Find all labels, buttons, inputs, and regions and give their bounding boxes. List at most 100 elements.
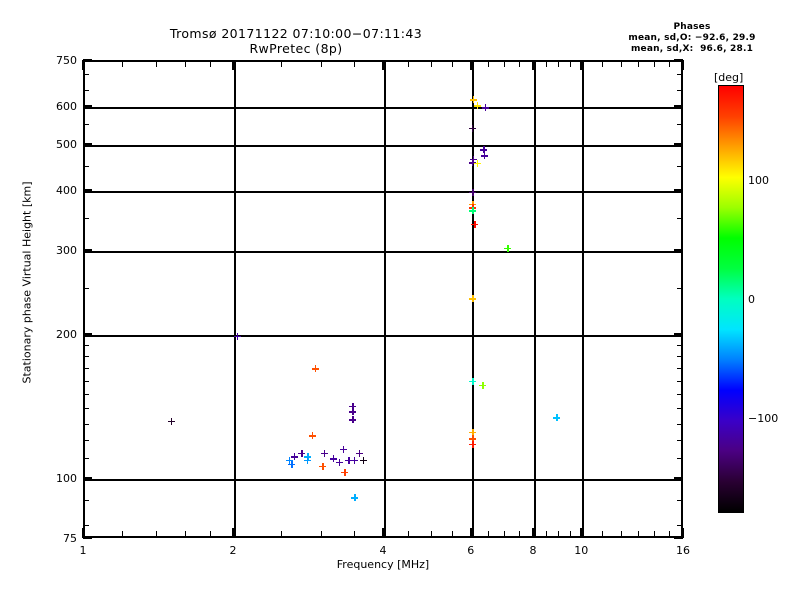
y-axis-tick-minor (83, 218, 89, 220)
data-point-marker (479, 381, 487, 389)
y-axis-tick-minor (83, 166, 89, 168)
y-axis-tick-minor-right (677, 345, 683, 347)
data-point-marker (308, 432, 316, 440)
x-axis-tick-minor (155, 531, 157, 538)
x-axis-tick-major-top (682, 60, 684, 70)
y-axis-tick-minor-right (677, 500, 683, 502)
x-axis-tick-major (580, 528, 583, 538)
gridline-vertical (534, 62, 536, 536)
x-axis-tick-minor-top (210, 60, 212, 67)
data-point-marker (355, 449, 363, 457)
y-axis-tick-minor (83, 124, 89, 126)
data-point-marker (304, 453, 312, 461)
y-axis-tick-minor (83, 345, 89, 347)
colorbar-gradient (718, 85, 744, 513)
y-axis-tick-minor-right (677, 380, 683, 382)
x-axis-tick-label: 2 (229, 544, 237, 557)
y-axis-tick-major-right (674, 105, 683, 108)
y-axis-tick-major-right (674, 333, 683, 336)
x-axis-tick-minor-top (320, 60, 322, 67)
y-axis-tick-minor (83, 89, 89, 91)
x-axis-tick-major (382, 528, 384, 538)
data-point-marker (288, 460, 296, 468)
y-axis-tick-minor-right (677, 408, 683, 410)
x-axis-tick-label: 4 (379, 544, 387, 557)
y-axis-tick-major-right (674, 189, 683, 192)
x-axis-tick-minor-top (519, 60, 521, 67)
x-axis-tick-minor (504, 531, 506, 538)
gridline-horizontal (85, 479, 681, 482)
data-point-marker (349, 402, 357, 410)
y-axis-tick-major (83, 105, 92, 108)
y-axis-tick-minor (83, 458, 89, 460)
x-axis-tick-major-top (532, 60, 534, 70)
y-axis-tick-minor (83, 380, 89, 382)
plot-canvas (85, 62, 681, 536)
y-axis-tick-label: 500 (56, 138, 77, 152)
data-point-marker (298, 449, 306, 457)
x-axis-tick-label: 8 (529, 544, 537, 557)
y-axis-tick-label: 75 (63, 532, 77, 545)
x-axis-tick-minor-top (546, 60, 548, 67)
y-axis-tick-major (83, 537, 92, 539)
colorbar-tick-label: −100 (748, 411, 779, 425)
data-point-marker (341, 468, 349, 476)
colorbar-tick-label: 100 (748, 174, 769, 188)
y-axis-tick-label: 300 (56, 244, 77, 258)
gridline-vertical (582, 62, 585, 536)
x-axis-tick-minor-top (654, 60, 656, 67)
x-axis-tick-minor (122, 531, 124, 538)
x-axis-tick-minor (570, 531, 572, 538)
data-point-marker (351, 494, 359, 502)
x-axis-tick-minor-top (451, 60, 453, 67)
x-axis-tick-major-top (382, 60, 384, 70)
x-axis-tick-major (232, 528, 234, 538)
data-point-marker (339, 445, 347, 453)
x-axis-tick-minor-top (488, 60, 490, 67)
data-point-marker (359, 456, 367, 464)
x-axis-tick-major-top (580, 60, 583, 70)
y-axis-tick-minor-right (677, 89, 683, 91)
gridline-vertical (471, 62, 474, 536)
plot-title-line-2: RwPretec (8p) (249, 41, 343, 56)
y-axis-tick-major (83, 143, 92, 146)
gridline-horizontal (85, 145, 681, 148)
phase-stats-header: Phases (673, 22, 711, 32)
x-axis-tick-minor-top (281, 60, 283, 67)
colorbar-tick-label: 0 (748, 293, 755, 306)
y-axis-tick-major-right (674, 143, 683, 146)
y-axis-tick-minor-right (677, 394, 683, 396)
data-point-marker (335, 458, 343, 466)
y-axis-tick-minor (83, 500, 89, 502)
gridline-vertical (384, 62, 386, 536)
colorbar-unit-label: [deg] (714, 71, 744, 84)
x-axis-tick-minor (519, 531, 521, 538)
x-axis-tick-minor-top (570, 60, 572, 67)
x-axis-tick-minor-top (669, 60, 671, 67)
y-axis-tick-major-right (674, 249, 683, 252)
y-axis-tick-minor-right (677, 124, 683, 126)
data-point-marker (349, 416, 357, 424)
x-axis-tick-minor-top (354, 60, 356, 67)
plot-frame (83, 60, 683, 538)
data-point-marker (285, 456, 293, 464)
y-axis-tick-minor (83, 368, 89, 370)
x-axis-tick-minor (431, 531, 433, 538)
x-axis-tick-minor (546, 531, 548, 538)
x-axis-tick-minor (558, 531, 560, 538)
x-axis-tick-minor (669, 531, 671, 538)
x-axis-tick-minor (354, 531, 356, 538)
data-point-marker (329, 455, 337, 463)
gridline-vertical (234, 62, 236, 536)
y-axis-tick-label: 200 (56, 328, 77, 342)
x-axis-tick-minor (451, 531, 453, 538)
x-axis-tick-minor (601, 531, 603, 538)
x-axis-tick-major-top (232, 60, 234, 70)
y-axis-tick-major-right (674, 537, 683, 539)
y-axis-tick-minor-right (677, 423, 683, 425)
x-axis-tick-minor (620, 531, 622, 538)
x-axis-tick-minor (281, 531, 283, 538)
y-axis-tick-minor-right (677, 356, 683, 358)
plot-title-line-1: Tromsø 20171122 07:10:00−07:11:43 (169, 26, 423, 41)
x-axis-tick-major-top (469, 60, 472, 70)
